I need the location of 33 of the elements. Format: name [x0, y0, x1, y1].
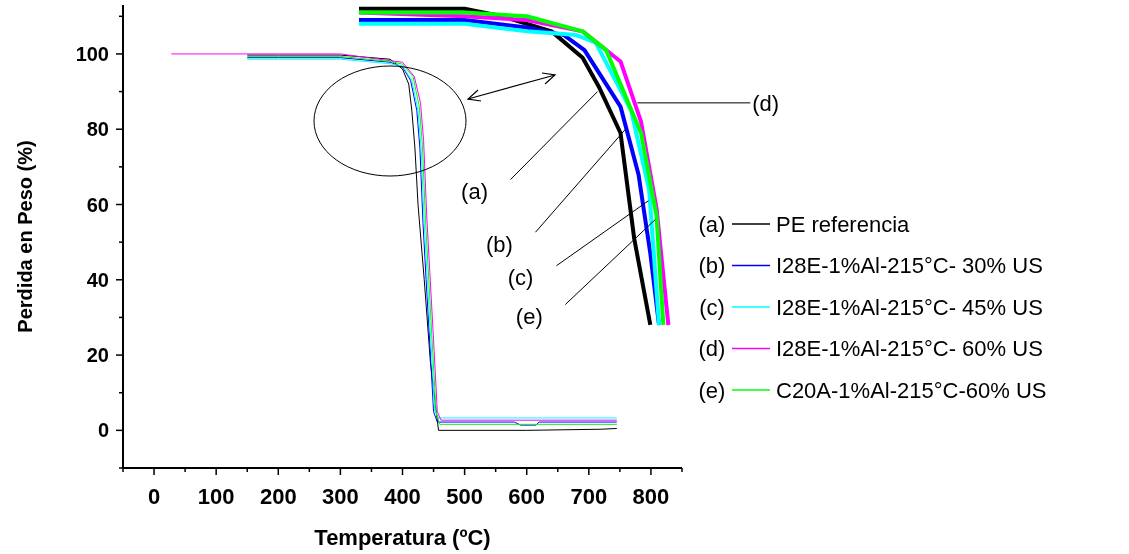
x-tick-label: 0	[147, 484, 161, 509]
annotation: (a)	[461, 179, 488, 205]
x-tick-label: 200	[259, 484, 297, 509]
y-tick-label: 60	[86, 193, 109, 216]
line-series	[170, 53, 618, 421]
text: (a)	[698, 211, 726, 237]
text: (d)	[698, 336, 726, 362]
y-tick-label: 20	[86, 344, 109, 367]
x-tick-label: 800	[632, 484, 670, 509]
annotation: (d)	[752, 90, 780, 116]
legend-label: I28E-1%Al-215°C- 45% US	[776, 294, 1043, 320]
x-tick-label: 600	[508, 484, 546, 509]
x-tick-label: 700	[570, 484, 608, 509]
annotation: (e)	[515, 304, 543, 330]
y-tick-label: 80	[86, 118, 109, 141]
x-tick-label: 400	[384, 484, 421, 509]
y-axis-title: Perdida en Peso (%)	[14, 140, 36, 333]
legend-label: PE referencia	[776, 211, 911, 237]
text: (b)	[698, 253, 726, 279]
x-axis-title: Temperatura (ºC)	[314, 525, 491, 550]
x-tick-label: 300	[322, 484, 359, 509]
text: (e)	[698, 377, 726, 403]
legend-label: I28E-1%Al-215°C- 30% US	[776, 253, 1043, 279]
x-tick-label: 100	[197, 484, 235, 509]
y-tick-label: 40	[86, 268, 109, 291]
legend-label: C20A-1%Al-215°C-60% US	[776, 377, 1047, 403]
x-tick-label: 500	[446, 484, 483, 509]
y-tick-label: 100	[75, 42, 109, 65]
y-tick-label: 0	[97, 419, 109, 442]
legend-label: I28E-1%Al-215°C- 60% US	[776, 336, 1043, 362]
annotation: (c)	[507, 265, 534, 291]
annotation: (b)	[486, 231, 513, 257]
text: (c)	[699, 294, 725, 320]
